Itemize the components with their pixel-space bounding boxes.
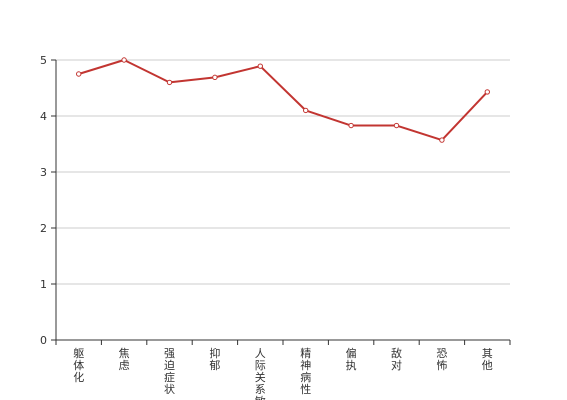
x-tick-label: 敌对 [391,346,402,372]
x-axis-tick-labels: 躯体化 焦虑 强迫症状 抑郁 人际关系敏感 精神病性 偏执 敌对 恐怖 其他 [73,346,493,400]
series [76,57,490,143]
data-point [121,57,127,63]
x-tick-label: 躯体化 [73,347,84,384]
y-tick-label-0: 0 [40,334,47,347]
x-tick-label: 精神病性 [300,347,311,396]
x-tick-label: 恐怖 [436,347,447,372]
data-point [257,63,263,69]
y-tick-label-1: 1 [40,278,47,291]
data-point [166,79,173,86]
x-tick-label: 偏执 [346,346,357,372]
x-tick-label: 强迫症状 [164,347,175,396]
y-tick-label-3: 3 [40,166,47,179]
data-point [348,122,354,129]
axes [51,59,511,345]
x-tick-label: 抑郁 [209,346,220,372]
data-point [393,122,400,129]
data-point [212,74,218,81]
y-tick-label-4: 4 [40,110,47,123]
x-tick-label: 焦虑 [119,347,130,372]
data-point [303,107,309,114]
series-line [78,59,489,142]
y-tick-label-2: 2 [40,222,47,235]
y-tick-label-5: 5 [40,54,47,67]
y-axis-tick-labels: 0 1 2 3 4 5 [40,54,47,347]
grid-lines [56,59,510,285]
x-tick-label: 其他 [482,347,493,372]
data-point [484,89,490,95]
data-point [76,71,82,77]
x-tick-label: 人际关系敏感 [255,347,266,400]
data-point [439,137,445,143]
